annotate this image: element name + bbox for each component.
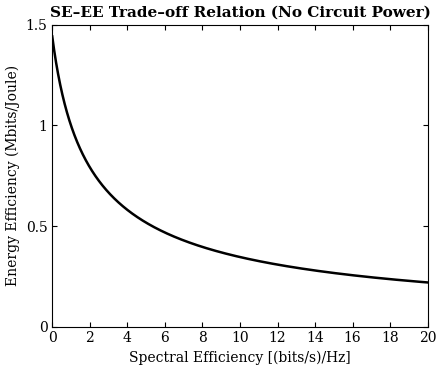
X-axis label: Spectral Efficiency [(bits/s)/Hz]: Spectral Efficiency [(bits/s)/Hz] (129, 351, 351, 365)
Title: SE–EE Trade–off Relation (No Circuit Power): SE–EE Trade–off Relation (No Circuit Pow… (50, 6, 431, 20)
Y-axis label: Energy Efficiency (Mbits/Joule): Energy Efficiency (Mbits/Joule) (6, 65, 20, 286)
